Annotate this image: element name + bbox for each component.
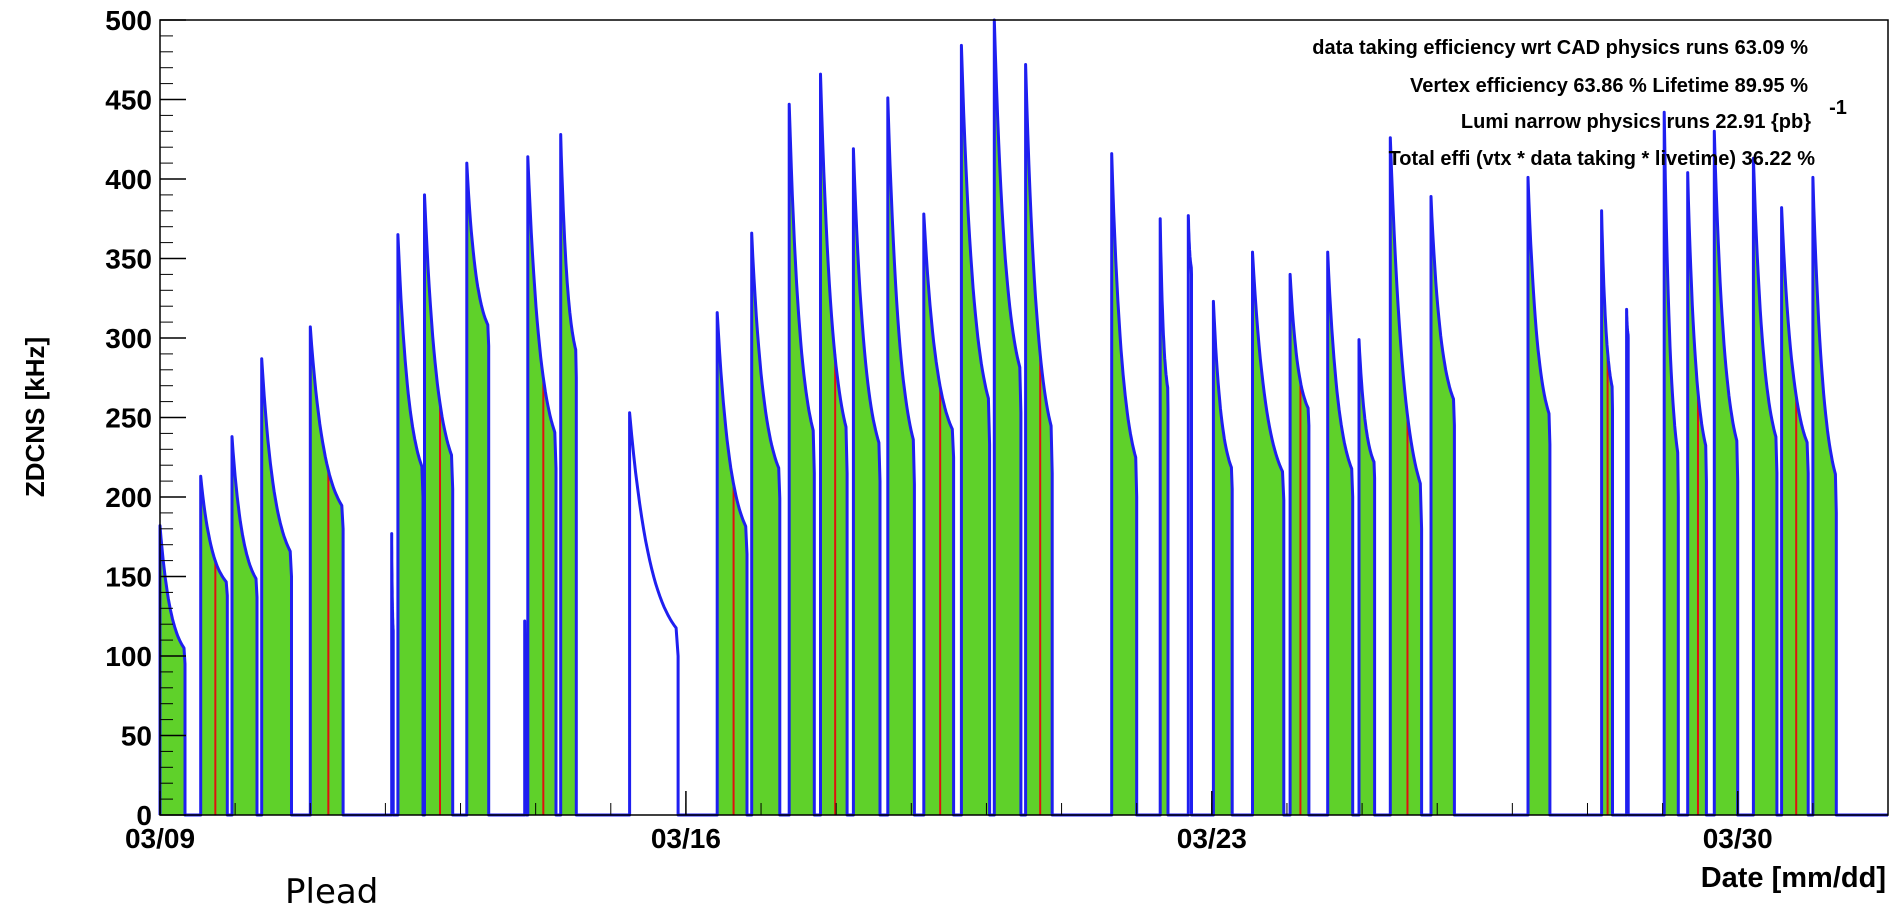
- y-tick-label-100: 100: [105, 641, 152, 672]
- fill-area-18: [853, 148, 880, 816]
- y-tick-label-200: 200: [105, 482, 152, 513]
- y-tick-label-150: 150: [105, 562, 152, 593]
- fill-area-1: [160, 525, 186, 815]
- annotation-lumi: Lumi narrow physics runs 22.91 {pb}: [1461, 111, 1811, 133]
- x-tick-label-03-23: 03/23: [1177, 823, 1247, 854]
- y-axis-label: ZDCNS [kHz]: [20, 337, 50, 497]
- y-tick-label-400: 400: [105, 164, 152, 195]
- fill-area-33: [1430, 196, 1455, 815]
- fill-area-27: [1213, 301, 1233, 815]
- y-axis-ticks: 0 50 100 150 200 250 300 350 400 450 500: [105, 5, 186, 831]
- fill-area-40: [1753, 158, 1777, 816]
- fill-area-14: [717, 312, 747, 815]
- annotation-total-efficiency: Total effi (vtx * data taking * livetime…: [1389, 148, 1816, 170]
- y-tick-label-0: 0: [136, 800, 152, 831]
- y-tick-label-300: 300: [105, 323, 152, 354]
- fill-area-9: [466, 163, 489, 816]
- annotation-lumi-superscript: -1: [1829, 97, 1847, 119]
- x-axis-ticks: 03/09 03/16 03/23 03/30: [125, 791, 1889, 854]
- annotation-data-taking-efficiency: data taking efficiency wrt CAD physics r…: [1312, 37, 1808, 59]
- fill-area-12: [560, 134, 577, 815]
- x-tick-label-03-09: 03/09: [125, 823, 195, 854]
- x-tick-label-03-30: 03/30: [1703, 823, 1773, 854]
- fill-area-25: [1160, 218, 1168, 816]
- fill-area-28: [1252, 252, 1284, 816]
- fill-area-8: [424, 194, 453, 815]
- fill-area-22: [994, 20, 1021, 815]
- y-tick-label-500: 500: [105, 5, 152, 36]
- y-tick-label-250: 250: [105, 403, 152, 434]
- fill-area-3: [232, 436, 258, 815]
- fill-area-11: [527, 156, 556, 815]
- fill-area-30: [1327, 252, 1353, 816]
- fill-area-34: [1528, 177, 1550, 815]
- stats-annotations: data taking efficiency wrt CAD physics r…: [1312, 37, 1847, 170]
- fill-area-5: [310, 326, 344, 815]
- x-tick-label-03-16: 03/16: [651, 823, 721, 854]
- fill-area-4: [261, 358, 292, 815]
- x-axis-label: Date [mm/dd]: [1701, 862, 1886, 894]
- fill-area-7: [397, 234, 423, 816]
- stray-text: Plead: [285, 872, 379, 912]
- fill-area-41: [1781, 207, 1809, 816]
- y-tick-label-50: 50: [121, 721, 152, 752]
- fills-layer: [160, 20, 1837, 816]
- fill-area-20: [923, 214, 954, 815]
- fill-area-2: [200, 476, 228, 815]
- annotation-vertex-efficiency: Vertex efficiency 63.86 % Lifetime 89.95…: [1410, 75, 1808, 97]
- y-tick-label-450: 450: [105, 85, 152, 116]
- fill-area-31: [1358, 339, 1375, 815]
- y-tick-label-350: 350: [105, 244, 152, 275]
- fill-area-15: [751, 233, 780, 816]
- gap-markers-layer: [214, 350, 1798, 815]
